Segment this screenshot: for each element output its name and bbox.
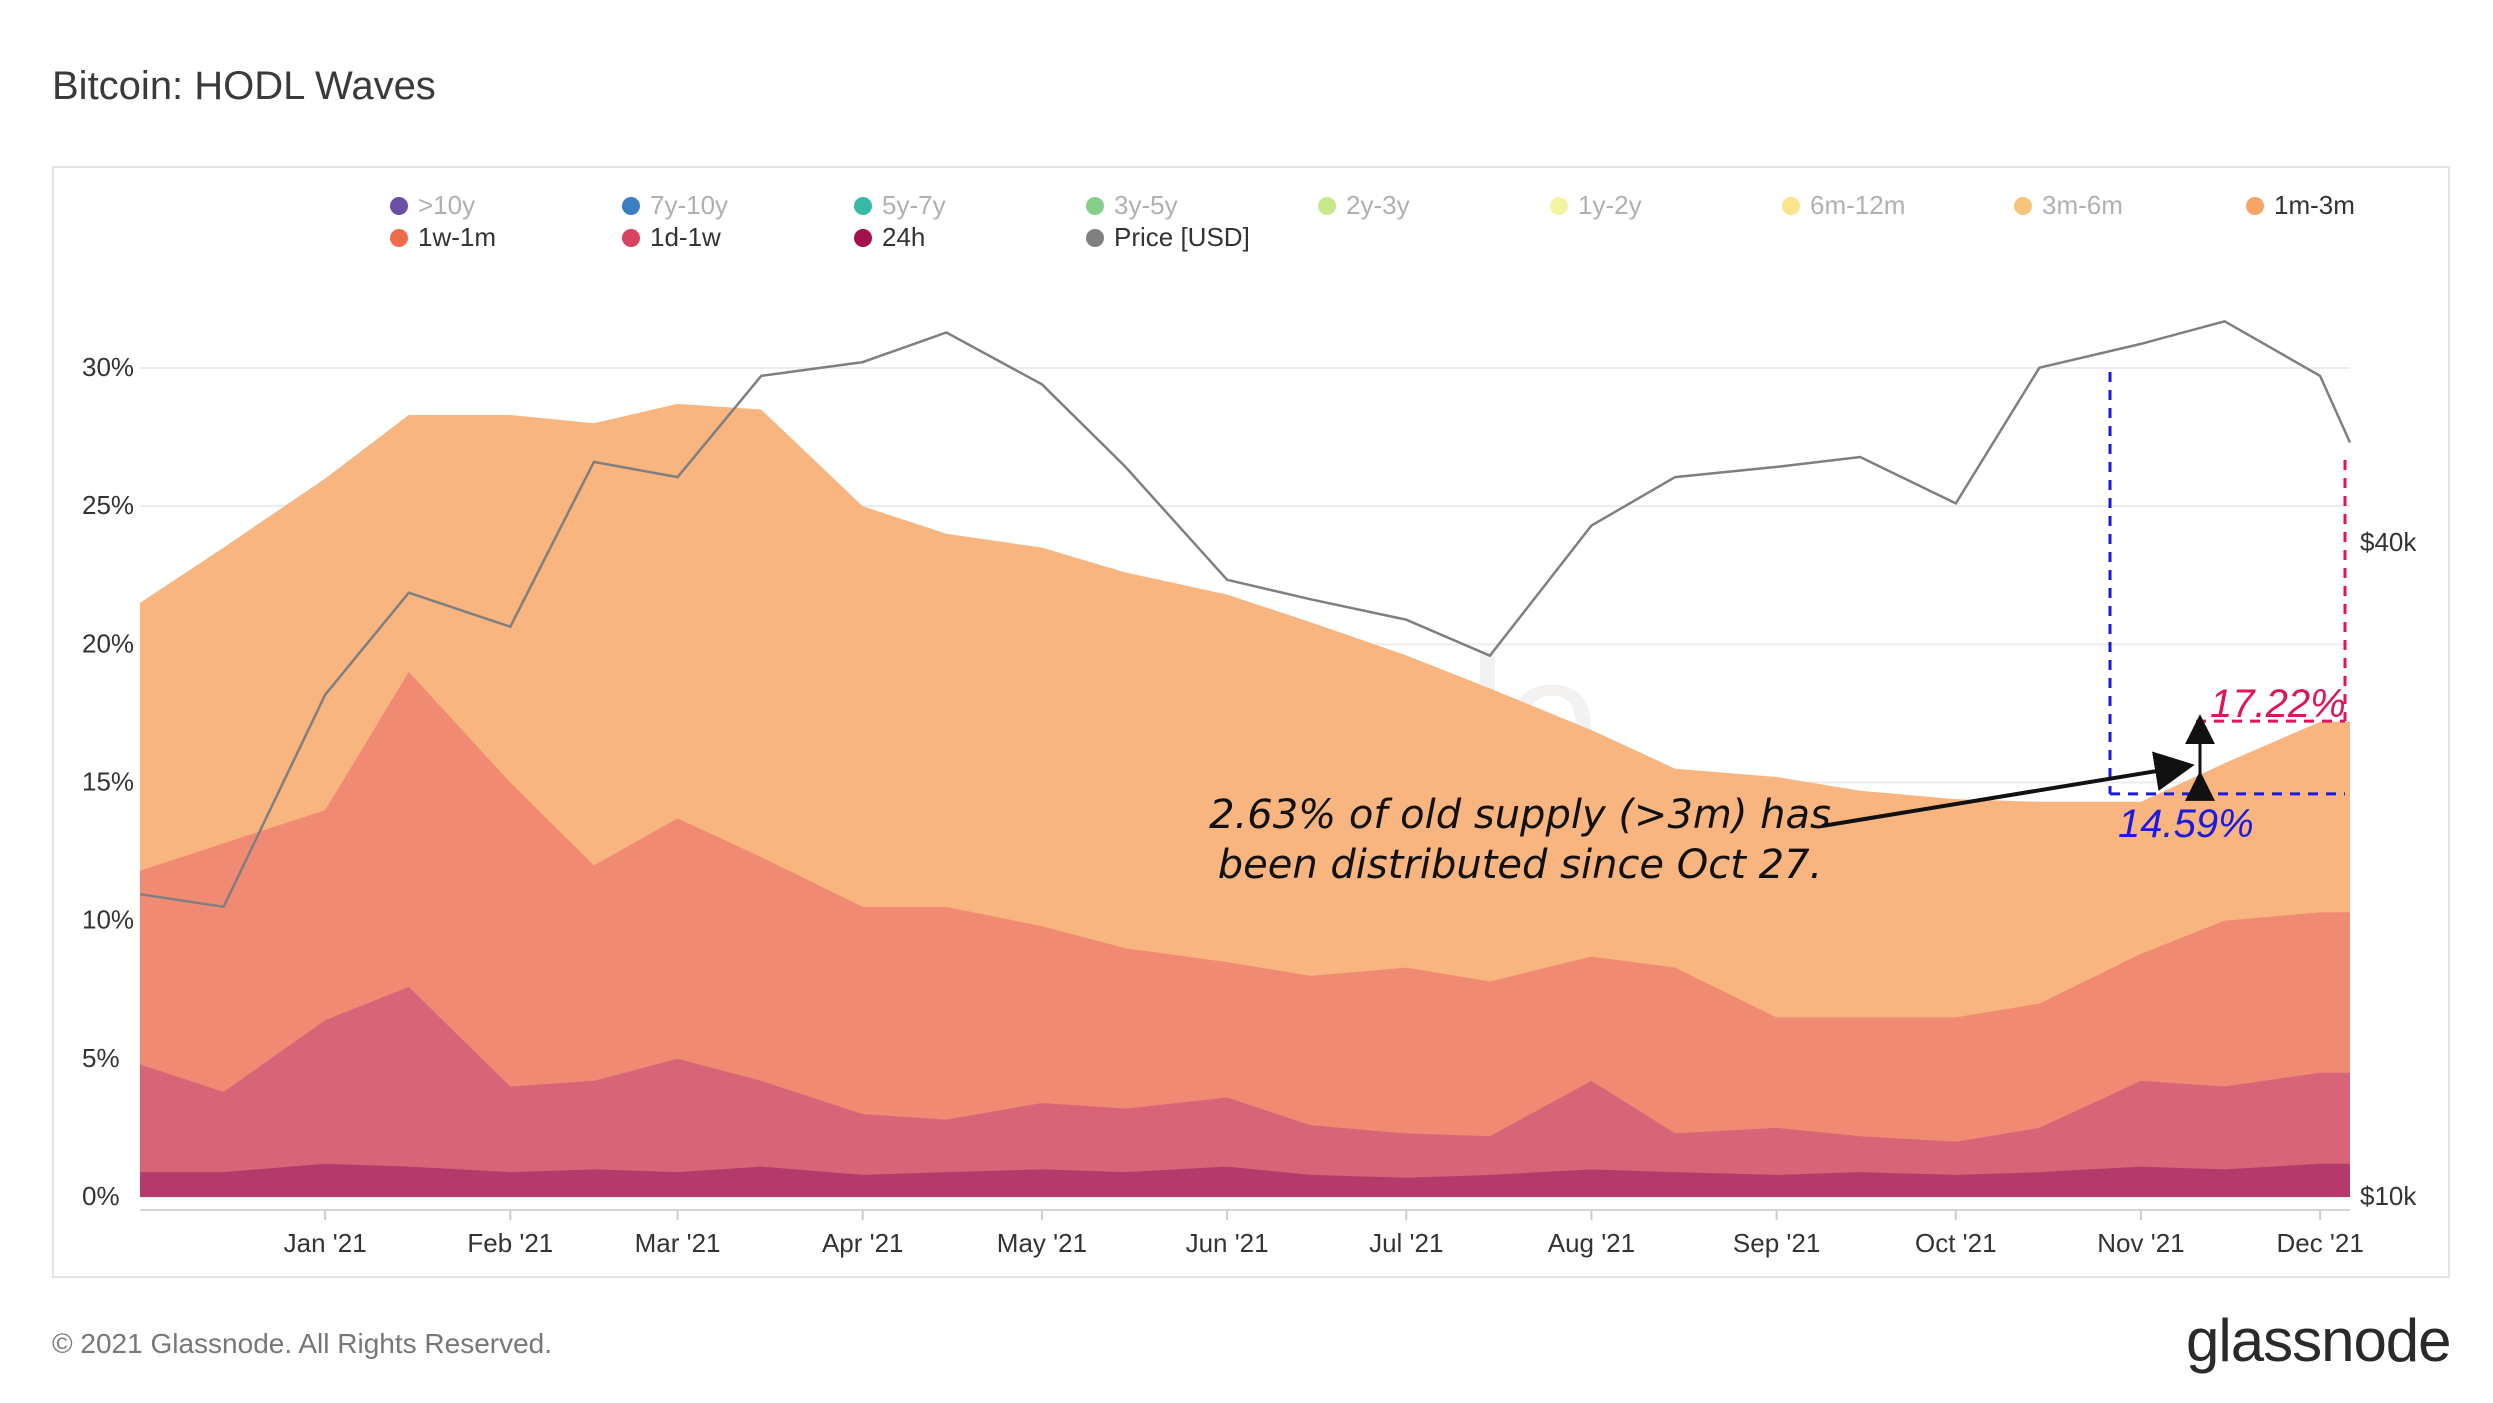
x-tick-label: Sep '21: [1733, 1228, 1820, 1258]
legend-item-price-usd-[interactable]: Price [USD]: [1086, 222, 1250, 253]
legend-item-5y-7y[interactable]: 5y-7y: [854, 190, 946, 221]
area-24h: [140, 1163, 2350, 1197]
legend-item-24h[interactable]: 24h: [854, 222, 925, 253]
legend-label: 1w-1m: [418, 222, 497, 252]
legend-label: 5y-7y: [882, 190, 946, 220]
legend-dot-icon: [1782, 196, 1800, 215]
y-right-tick-label: $40k: [2360, 527, 2417, 557]
legend-item-1w-1m[interactable]: 1w-1m: [390, 222, 496, 253]
legend-dot-icon: [622, 196, 640, 215]
annotation-text: 2.63% of old supply (>3m) has been distr…: [1200, 790, 1840, 890]
x-tick-label: Jan '21: [284, 1228, 367, 1258]
y-tick-label: 0%: [82, 1181, 120, 1211]
value-label-low: 14.59%: [2118, 802, 2254, 846]
y-tick-label: 25%: [82, 490, 134, 520]
chart-panel: [52, 166, 2450, 1278]
legend-label: 7y-10y: [650, 190, 729, 220]
legend-dot-icon: [622, 228, 640, 247]
legend: >10y 7y-10y 5y-7y 3y-5y 2y-3y 1y-2y 6m-12m 3m-6…: [390, 190, 2390, 256]
legend-item-3y-5y[interactable]: 3y-5y: [1086, 190, 1178, 221]
x-tick-label: Jun '21: [1186, 1228, 1269, 1258]
legend-label: 6m-12m: [1810, 190, 1906, 220]
legend-dot-icon: [390, 228, 408, 247]
legend-item-3m-6m[interactable]: 3m-6m: [2014, 190, 2123, 221]
legend-item-7y-10y[interactable]: 7y-10y: [622, 190, 728, 221]
annotation-line-1: 2.63% of old supply (>3m) has: [1209, 792, 1831, 838]
legend-label: 1m-3m: [2274, 190, 2355, 220]
legend-label: >10y: [418, 190, 476, 220]
legend-label: 2y-3y: [1346, 190, 1410, 220]
legend-dot-icon: [1550, 196, 1568, 215]
legend-item-1m-3m[interactable]: 1m-3m: [2246, 190, 2355, 221]
legend-item-6m-12m[interactable]: 6m-12m: [1782, 190, 1905, 221]
x-tick-label: Aug '21: [1548, 1228, 1635, 1258]
value-label-high: 17.22%: [2210, 682, 2346, 726]
x-tick-label: Mar '21: [635, 1228, 721, 1258]
legend-label: 24h: [882, 222, 926, 252]
price-line: [139, 319, 2352, 909]
legend-dot-icon: [2246, 196, 2264, 215]
x-tick-label: Jul '21: [1369, 1228, 1443, 1258]
legend-label: 1y-2y: [1578, 190, 1642, 220]
x-tick-label: Dec '21: [2276, 1228, 2363, 1258]
legend-dot-icon: [2014, 196, 2032, 215]
legend-label: 3m-6m: [2042, 190, 2123, 220]
copyright-text: © 2021 Glassnode. All Rights Reserved.: [52, 1328, 553, 1359]
glassnode-logo: glassnode: [2186, 1307, 2452, 1374]
chart-title: Bitcoin: HODL Waves: [52, 64, 436, 108]
legend-dot-icon: [390, 196, 408, 215]
y-tick-label: 20%: [82, 628, 134, 658]
x-tick-label: May '21: [997, 1228, 1087, 1258]
legend-label: 1d-1w: [650, 222, 721, 252]
y-tick-label: 30%: [82, 352, 134, 382]
legend-dot-icon: [854, 228, 872, 247]
legend-dot-icon: [1086, 228, 1104, 247]
y-tick-label: 5%: [82, 1043, 120, 1073]
legend-label: Price [USD]: [1114, 222, 1250, 252]
legend-item-2y-3y[interactable]: 2y-3y: [1318, 190, 1410, 221]
legend-dot-icon: [854, 196, 872, 215]
legend-dot-icon: [1086, 196, 1104, 215]
x-tick-label: Nov '21: [2097, 1228, 2184, 1258]
legend-item-1y-2y[interactable]: 1y-2y: [1550, 190, 1642, 221]
area-1d-1w: [140, 987, 2350, 1197]
legend-item--10y[interactable]: >10y: [390, 190, 475, 221]
x-tick-label: Oct '21: [1915, 1228, 1997, 1258]
legend-label: 3y-5y: [1114, 190, 1178, 220]
annotation-line-2: been distributed since Oct 27.: [1217, 842, 1823, 888]
y-tick-label: 15%: [82, 767, 134, 797]
y-right-tick-label: $10k: [2360, 1181, 2417, 1211]
y-tick-label: 10%: [82, 905, 134, 935]
legend-item-1d-1w[interactable]: 1d-1w: [622, 222, 721, 253]
legend-dot-icon: [1318, 196, 1336, 215]
x-tick-label: Apr '21: [822, 1228, 904, 1258]
x-tick-label: Feb '21: [467, 1228, 553, 1258]
annotation-arrow: [1821, 751, 2195, 828]
